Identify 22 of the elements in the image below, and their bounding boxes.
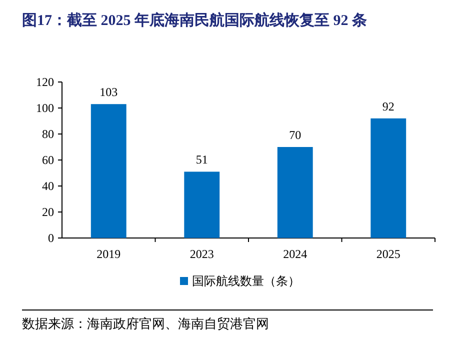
bar xyxy=(277,147,313,238)
x-tick-label: 2024 xyxy=(283,247,308,261)
data-label: 51 xyxy=(196,152,208,167)
data-label: 103 xyxy=(100,85,118,100)
y-tick-label: 80 xyxy=(42,127,54,142)
x-tick-label: 2025 xyxy=(376,247,400,261)
bar xyxy=(90,104,126,238)
source-note: 数据来源：海南政府官网、海南自贸港官网 xyxy=(22,316,269,331)
y-tick-label: 40 xyxy=(42,179,54,194)
y-tick-label: 0 xyxy=(48,231,54,246)
bar xyxy=(370,118,406,238)
y-tick-label: 20 xyxy=(42,205,54,220)
legend-label: 国际航线数量（条） xyxy=(192,274,300,288)
y-tick-label: 60 xyxy=(42,153,54,168)
data-label: 70 xyxy=(289,128,302,142)
chart-title: 图17：截至 2025 年底海南民航国际航线恢复至 92 条 xyxy=(22,11,367,29)
x-tick-label: 2019 xyxy=(96,247,121,261)
bar xyxy=(184,172,220,238)
y-tick-label: 120 xyxy=(36,75,54,90)
x-tick-label: 2023 xyxy=(190,247,214,261)
data-label: 92 xyxy=(382,99,394,114)
y-tick-label: 100 xyxy=(36,101,54,116)
